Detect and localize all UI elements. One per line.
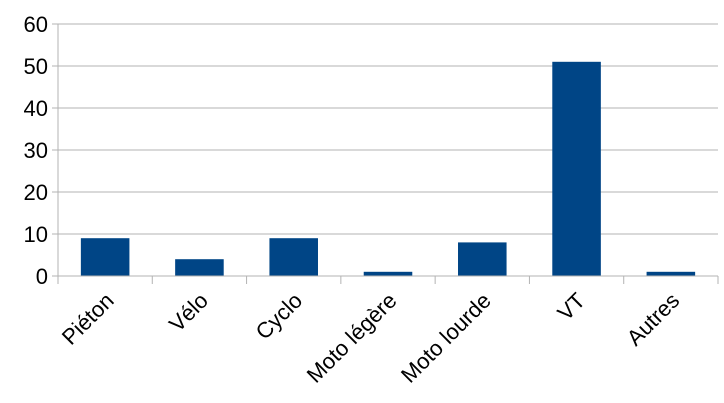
- y-tick-label: 10: [24, 222, 48, 247]
- bar-5: [552, 61, 601, 276]
- y-tick-label: 50: [24, 54, 48, 79]
- y-tick-label: 40: [24, 96, 48, 121]
- x-tick-label: VT: [553, 288, 591, 326]
- bars: [80, 61, 696, 276]
- x-tick-label: Piéton: [57, 288, 119, 350]
- y-tick-label: 20: [24, 180, 48, 205]
- y-tick-label: 60: [24, 12, 48, 37]
- bar-6: [646, 271, 696, 276]
- gridlines: [58, 23, 718, 277]
- bar-2: [269, 238, 318, 276]
- x-tick-label: Moto légère: [302, 288, 402, 388]
- bar-1: [175, 259, 224, 276]
- y-tick-label: 0: [36, 264, 48, 289]
- x-tick-label: Autres: [622, 288, 685, 351]
- y-tick-label: 30: [24, 138, 48, 163]
- y-tick-labels: 0 10 20 30 40 50 60: [24, 12, 48, 289]
- axes: [52, 23, 719, 284]
- bar-3: [363, 271, 413, 276]
- x-tick-label: Cyclo: [251, 288, 308, 345]
- x-tick-label: Moto lourde: [396, 288, 496, 388]
- bar-4: [458, 242, 507, 276]
- bar-0: [80, 238, 130, 276]
- x-tick-label: Vélo: [164, 288, 213, 337]
